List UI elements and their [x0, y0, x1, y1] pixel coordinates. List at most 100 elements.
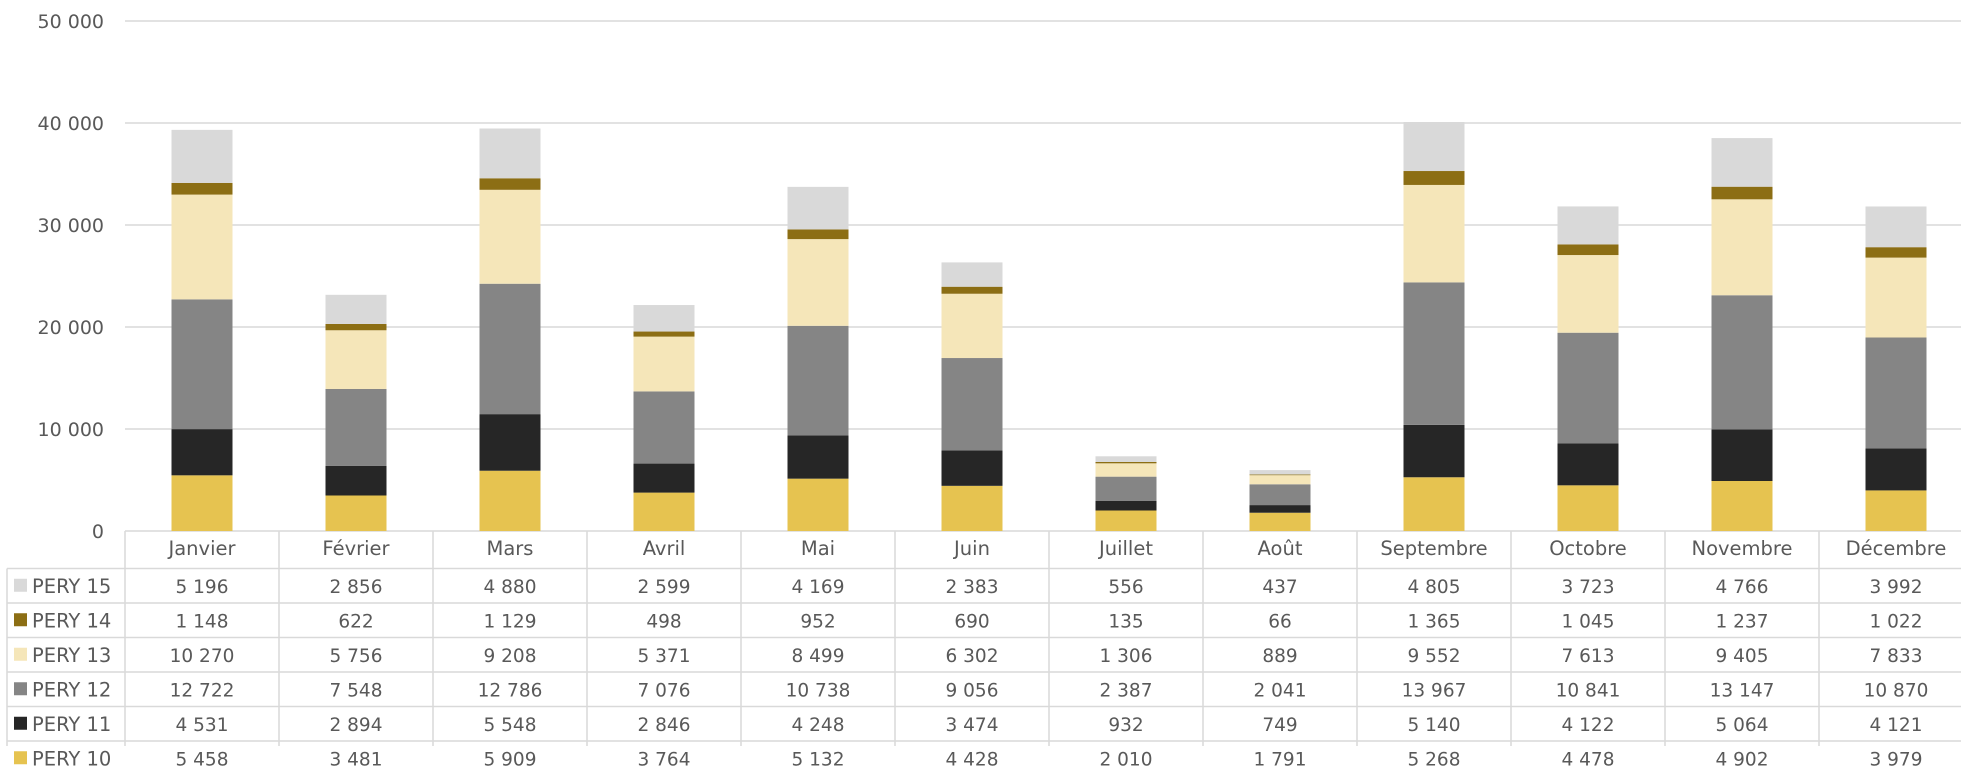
data-label: 4 121 — [1870, 715, 1923, 736]
data-label: 5 132 — [792, 749, 845, 770]
y-tick-label: 30 000 — [38, 215, 104, 237]
bar-segment — [1403, 171, 1465, 185]
data-label: 6 302 — [946, 646, 999, 667]
bar-segment — [633, 492, 695, 531]
data-label: 2 387 — [1100, 680, 1153, 701]
data-label: 3 764 — [638, 749, 691, 770]
bar-segment — [325, 294, 387, 324]
data-label: 4 428 — [946, 749, 999, 770]
y-tick-label: 0 — [92, 521, 104, 543]
data-label: 12 786 — [478, 680, 543, 701]
data-label: 10 270 — [170, 646, 235, 667]
data-label: 4 805 — [1408, 577, 1461, 598]
bar-segment — [1403, 122, 1465, 172]
data-label: 498 — [646, 611, 681, 632]
y-tick-label: 20 000 — [38, 317, 104, 339]
data-label: 749 — [1262, 715, 1297, 736]
data-label: 1 791 — [1254, 749, 1307, 770]
legend-swatch — [14, 716, 27, 730]
data-label: 690 — [954, 611, 989, 632]
bar-segment — [633, 331, 695, 337]
data-label: 10 738 — [786, 680, 851, 701]
data-label: 10 841 — [1556, 680, 1621, 701]
legend-swatch — [14, 647, 27, 661]
bar-segment — [325, 388, 387, 466]
data-label: 556 — [1108, 577, 1143, 598]
bar-segment — [1403, 184, 1465, 283]
series-label: PERY 10 — [32, 747, 111, 770]
data-label: 5 371 — [638, 646, 691, 667]
bar-segment — [787, 478, 849, 531]
data-label: 5 268 — [1408, 749, 1461, 770]
data-label: 622 — [338, 611, 373, 632]
bar-segment — [1249, 484, 1311, 506]
bar-segment — [1403, 282, 1465, 425]
bar-segment — [1095, 456, 1157, 462]
bar-segment — [787, 186, 849, 230]
data-label: 4 766 — [1716, 577, 1769, 598]
bar-segment — [479, 189, 541, 284]
data-label: 12 722 — [170, 680, 235, 701]
bar-segment — [633, 305, 695, 332]
bar-segment — [171, 299, 233, 430]
bar-segment — [1403, 424, 1465, 478]
bar-segment — [1249, 512, 1311, 531]
bar-segment — [171, 475, 233, 531]
data-label: 1 365 — [1408, 611, 1461, 632]
bar-segment — [633, 463, 695, 493]
bar-segment — [1711, 199, 1773, 296]
bar-segment — [787, 435, 849, 479]
bar-segment — [1095, 476, 1157, 501]
category-label: Juillet — [1097, 537, 1153, 560]
category-label: Août — [1258, 537, 1303, 560]
data-label: 4 531 — [176, 715, 229, 736]
bar-segment — [1557, 255, 1619, 333]
data-label: 5 756 — [330, 646, 383, 667]
legend-swatch — [14, 578, 27, 592]
bar-segment — [1711, 186, 1773, 200]
data-label: 4 169 — [792, 577, 845, 598]
bar-segment — [941, 293, 1003, 359]
bar-segment — [1865, 206, 1927, 248]
y-tick-label: 10 000 — [38, 419, 104, 441]
bar-segment — [479, 470, 541, 531]
bar-segment — [1865, 337, 1927, 449]
bar-segment — [1711, 429, 1773, 481]
bar-segment — [325, 330, 387, 389]
data-label: 13 147 — [1710, 680, 1775, 701]
bar-segment — [1557, 443, 1619, 486]
data-label: 437 — [1262, 577, 1297, 598]
data-label: 3 992 — [1870, 577, 1923, 598]
bar-segment — [171, 194, 233, 300]
category-label: Février — [322, 537, 390, 560]
series-label: PERY 13 — [32, 644, 111, 667]
bar-segment — [1711, 138, 1773, 187]
data-label: 135 — [1108, 611, 1143, 632]
bar-segment — [1711, 480, 1773, 531]
bar-segment — [1865, 257, 1927, 338]
category-label: Décembre — [1846, 537, 1947, 560]
bar-segment — [787, 229, 849, 240]
bar-segment — [479, 178, 541, 190]
bar-segment — [171, 182, 233, 195]
bar-segment — [1249, 475, 1311, 485]
data-label: 3 723 — [1562, 577, 1615, 598]
category-label: Avril — [643, 537, 686, 560]
bar-segment — [1557, 244, 1619, 256]
data-label: 952 — [800, 611, 835, 632]
data-label: 5 909 — [484, 749, 537, 770]
data-label: 5 140 — [1408, 715, 1461, 736]
data-label: 4 248 — [792, 715, 845, 736]
data-label: 889 — [1262, 646, 1297, 667]
data-label: 5 196 — [176, 577, 229, 598]
data-label: 5 548 — [484, 715, 537, 736]
data-label: 4 880 — [484, 577, 537, 598]
bar-segment — [479, 414, 541, 471]
y-tick-label: 40 000 — [38, 113, 104, 135]
bar-segment — [787, 239, 849, 326]
series-label: PERY 14 — [32, 609, 111, 632]
bar-segment — [325, 465, 387, 496]
data-label: 1 237 — [1716, 611, 1769, 632]
data-label: 2 599 — [638, 577, 691, 598]
